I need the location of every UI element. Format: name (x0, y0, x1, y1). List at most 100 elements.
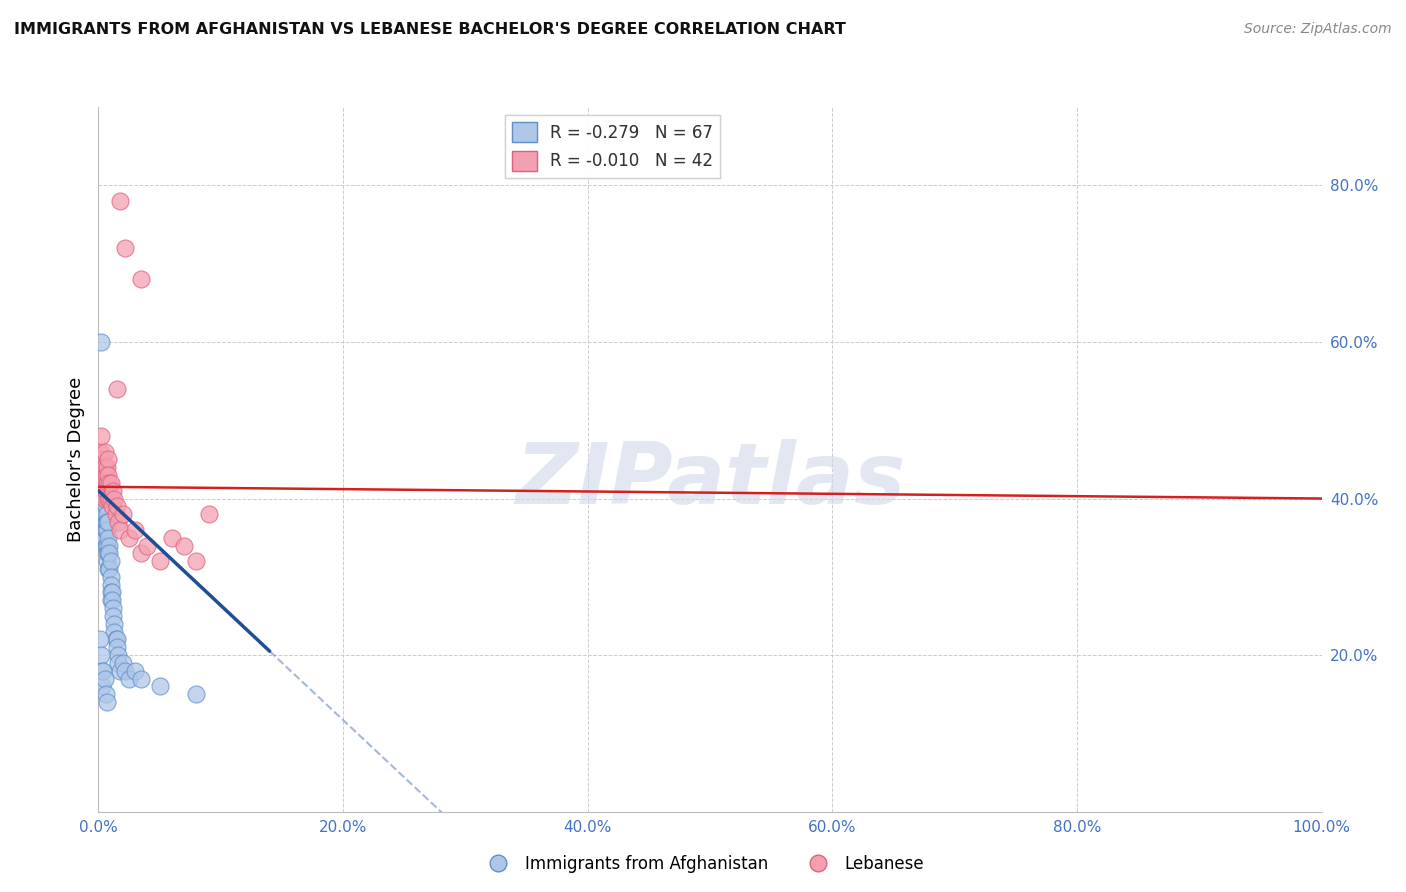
Point (91, 500, 114, 514)
Point (91, 475, 114, 490)
Point (129, 546, 152, 560)
Point (101, 585, 124, 599)
Point (91, 483, 114, 498)
Point (186, 687, 208, 701)
Point (96, 460, 118, 475)
Point (90, 334, 112, 349)
Point (105, 500, 128, 514)
Point (118, 531, 141, 545)
Point (98, 539, 121, 553)
Point (91, 491, 114, 506)
Point (96, 554, 118, 568)
Point (101, 609, 124, 624)
Point (97, 452, 120, 467)
Point (105, 632, 128, 647)
Point (91, 452, 114, 467)
Point (107, 515, 129, 529)
Point (104, 507, 127, 521)
Point (90, 648, 112, 662)
Point (105, 640, 128, 655)
Point (90, 460, 112, 475)
Point (96, 475, 118, 490)
Point (94, 468, 117, 483)
Point (97, 468, 120, 483)
Point (91, 460, 114, 475)
Point (93, 468, 115, 483)
Point (197, 507, 219, 521)
Point (97, 531, 120, 545)
Point (98, 491, 121, 506)
Point (129, 672, 152, 686)
Point (107, 656, 129, 670)
Point (100, 585, 122, 599)
Point (91, 483, 114, 498)
Legend: Immigrants from Afghanistan, Lebanese: Immigrants from Afghanistan, Lebanese (475, 848, 931, 880)
Point (103, 616, 125, 631)
Point (91, 475, 114, 490)
Point (89, 632, 111, 647)
Point (100, 554, 122, 568)
Point (90, 460, 112, 475)
Point (97, 491, 120, 506)
Point (90, 483, 112, 498)
Point (118, 672, 141, 686)
Point (93, 491, 115, 506)
Legend: R = -0.279   N = 67, R = -0.010   N = 42: R = -0.279 N = 67, R = -0.010 N = 42 (505, 115, 720, 178)
Point (90, 429, 112, 443)
Point (107, 648, 129, 662)
Point (114, 664, 136, 678)
Point (101, 601, 124, 615)
Point (89, 475, 111, 490)
Point (94, 539, 117, 553)
Point (93, 444, 115, 458)
Point (160, 531, 183, 545)
Point (91, 664, 114, 678)
Point (94, 491, 117, 506)
Point (93, 460, 115, 475)
Point (89, 444, 111, 458)
Point (91, 507, 114, 521)
Point (93, 672, 115, 686)
Point (89, 491, 111, 506)
Point (89, 475, 111, 490)
Point (110, 523, 132, 537)
Point (100, 593, 122, 607)
Point (98, 546, 121, 560)
Point (97, 515, 120, 529)
Point (100, 491, 122, 506)
Point (104, 632, 127, 647)
Point (96, 507, 118, 521)
Point (124, 523, 146, 537)
Point (100, 577, 122, 591)
Point (96, 539, 118, 553)
Point (100, 570, 122, 584)
Point (97, 546, 120, 560)
Point (96, 515, 118, 529)
Point (90, 452, 112, 467)
Point (149, 554, 172, 568)
Point (173, 539, 195, 553)
Point (100, 475, 122, 490)
Point (94, 515, 117, 529)
Point (98, 562, 121, 576)
Point (93, 531, 115, 545)
Point (94, 483, 117, 498)
Point (101, 500, 124, 514)
Point (91, 664, 114, 678)
Point (110, 664, 132, 678)
Point (124, 664, 146, 678)
Point (93, 491, 115, 506)
Point (136, 539, 159, 553)
Point (96, 546, 118, 560)
Point (91, 468, 114, 483)
Text: Source: ZipAtlas.com: Source: ZipAtlas.com (1244, 22, 1392, 37)
Text: ZIPatlas: ZIPatlas (515, 439, 905, 522)
Point (91, 483, 114, 498)
Point (91, 680, 114, 694)
Point (91, 507, 114, 521)
Point (110, 194, 132, 208)
Point (114, 241, 136, 255)
Point (93, 523, 115, 537)
Point (91, 475, 114, 490)
Point (103, 491, 125, 506)
